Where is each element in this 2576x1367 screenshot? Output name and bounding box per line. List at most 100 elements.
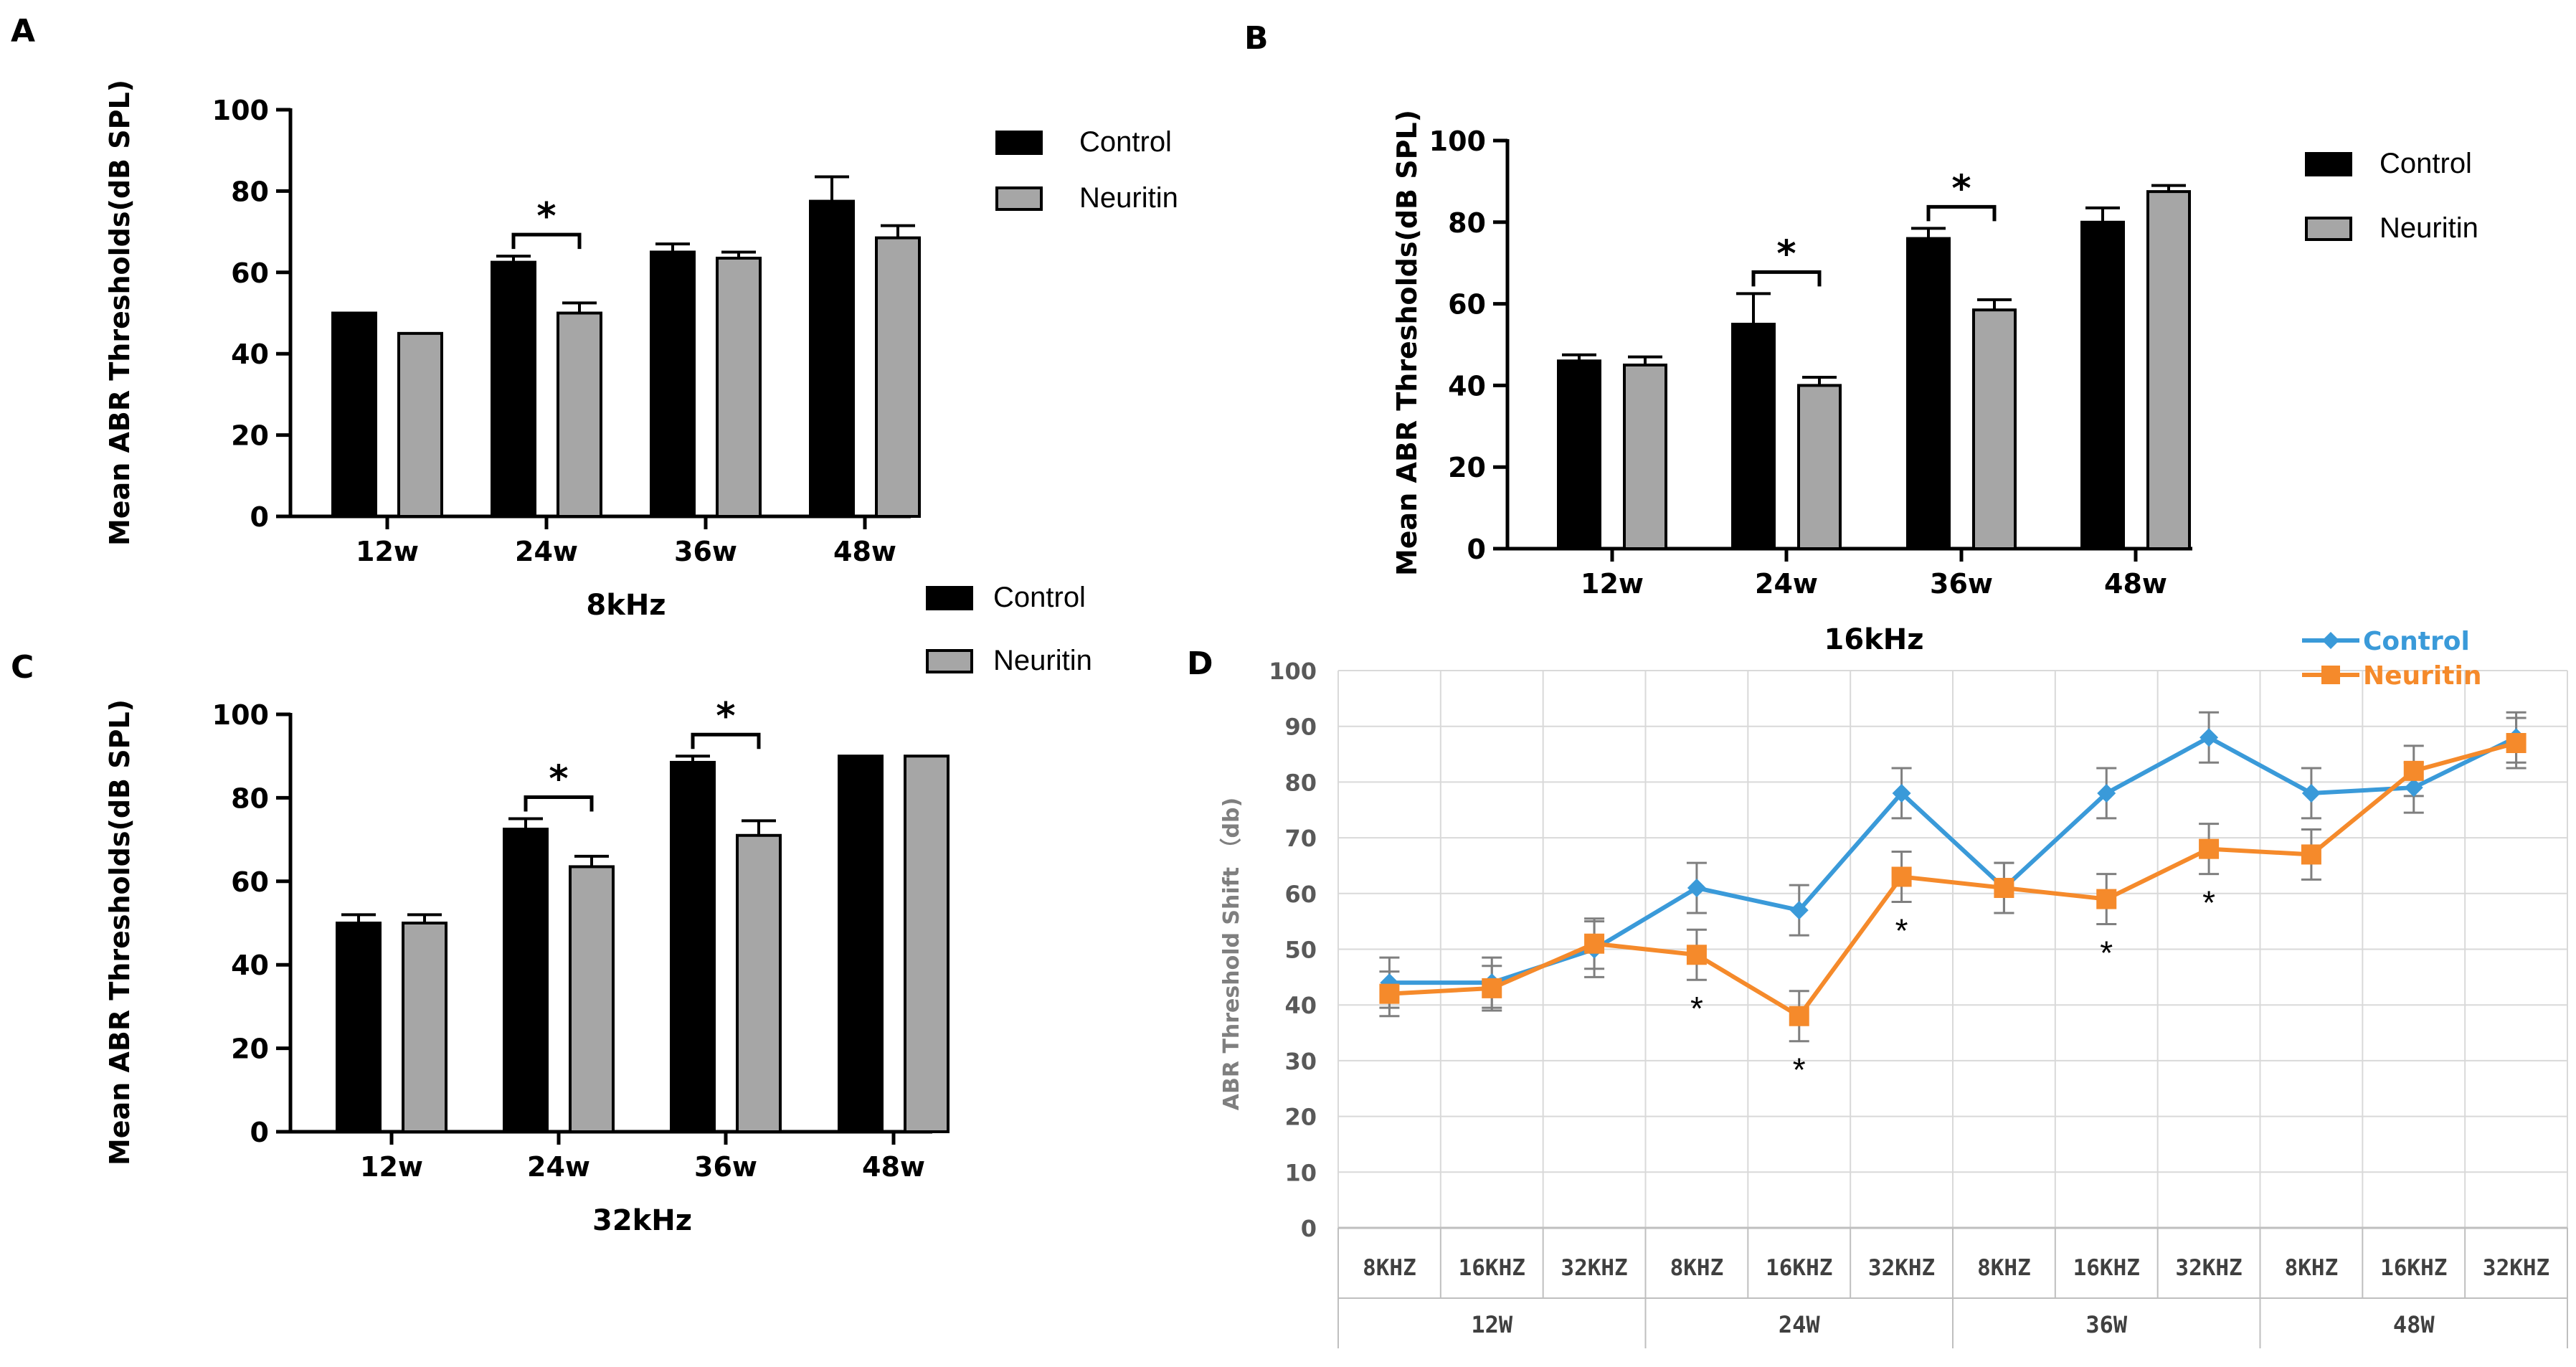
- y-tick-label: 80: [1284, 769, 1317, 796]
- neuritin-bar: [569, 865, 615, 1134]
- panel-d: D 0 10 20 30 40 50 60 70 80 90 100 8KHZ 16KHZ 32KHZ 8KH…: [1187, 627, 2568, 1348]
- significance-star: *: [536, 195, 556, 238]
- x-tick-label: 36w: [1930, 568, 1993, 600]
- legend-label: Control: [993, 582, 1086, 613]
- group-label: 12W: [1471, 1311, 1513, 1338]
- y-tick-label: 80: [231, 176, 269, 207]
- x-tick-label: 32KHZ: [1561, 1255, 1627, 1281]
- control-bar: [1731, 323, 1776, 550]
- panel-label: A: [11, 13, 35, 49]
- neuritin-bar: [736, 833, 782, 1134]
- significance-star: *: [716, 695, 735, 738]
- significance-star: *: [1793, 1051, 1806, 1089]
- x-tick-label: 24w: [527, 1151, 590, 1183]
- control-bar: [650, 250, 696, 518]
- y-tick-label: 0: [250, 1117, 269, 1148]
- neuritin-bar: [716, 256, 762, 518]
- x-tick-label: 8KHZ: [1363, 1255, 1416, 1281]
- y-tick-label: 70: [1284, 825, 1317, 852]
- neuritin-point: [1686, 945, 1707, 965]
- x-tick-label: 12w: [360, 1151, 423, 1183]
- y-tick-label: 100: [212, 699, 269, 731]
- neuritin-bar: [1797, 384, 1842, 551]
- control-point: [2097, 783, 2116, 803]
- neuritin-bar: [904, 755, 950, 1133]
- control-point: [2404, 778, 2423, 798]
- neuritin-point: [2199, 838, 2220, 859]
- control-bar: [491, 260, 536, 518]
- legend-swatch: [926, 586, 973, 610]
- y-axis-title: ABR Threshold Shift （db): [1219, 798, 1244, 1110]
- x-tick-label: 32KHZ: [2175, 1255, 2242, 1281]
- significance-star: *: [1895, 912, 1908, 949]
- neuritin-point: [2506, 733, 2527, 754]
- significance-star: *: [2202, 884, 2215, 922]
- y-tick-label: 40: [231, 950, 269, 981]
- y-tick-label: 20: [231, 1033, 269, 1065]
- y-tick-label: 80: [231, 782, 269, 814]
- x-tick-label: 12w: [1581, 568, 1644, 600]
- control-bar: [838, 755, 884, 1133]
- x-tick-label: 32KHZ: [2483, 1255, 2549, 1281]
- panel-a: A 0 20 40 60 80 100 12w 24w 36w 48w * Mean ABR Thres…: [11, 13, 1178, 622]
- x-tick-label: 12w: [356, 536, 419, 567]
- y-axis-title: Mean ABR Thresholds(dB SPL): [1391, 110, 1423, 576]
- neuritin-bar: [2146, 190, 2191, 550]
- x-axis-title: 32kHz: [592, 1204, 692, 1237]
- x-tick-label: 24w: [1755, 568, 1818, 600]
- y-tick-label: 40: [231, 339, 269, 370]
- neuritin-point: [1379, 983, 1400, 1004]
- neuritin-point: [1789, 1006, 1809, 1026]
- x-tick-label: 16KHZ: [2380, 1255, 2447, 1281]
- legend-label: Neuritin: [2363, 661, 2481, 691]
- y-tick-label: 0: [1301, 1215, 1317, 1242]
- x-tick-label: 48w: [862, 1151, 925, 1183]
- neuritin-bar: [875, 236, 921, 518]
- legend-label: Neuritin: [993, 645, 1092, 676]
- y-tick-label: 40: [1284, 992, 1317, 1019]
- neuritin-point: [2403, 760, 2424, 781]
- control-point: [2301, 783, 2321, 803]
- legend-label: Control: [2380, 148, 2472, 179]
- control-line: [1389, 734, 2517, 985]
- y-tick-label: 100: [1429, 126, 1486, 157]
- x-tick-label: 8KHZ: [1670, 1255, 1724, 1281]
- y-tick-label: 20: [1448, 452, 1486, 483]
- significance-bracket: [511, 232, 582, 250]
- legend-marker: [2322, 632, 2339, 649]
- group-label: 36W: [2085, 1311, 2128, 1338]
- legend-swatch: [926, 649, 973, 673]
- y-tick-label: 10: [1284, 1159, 1317, 1186]
- control-bar: [1557, 359, 1601, 550]
- legend-swatch: [995, 186, 1043, 211]
- neuritin-line: [1389, 741, 2517, 1019]
- significance-bracket: [691, 732, 761, 749]
- control-point: [1687, 879, 1706, 898]
- significance-star: *: [1776, 232, 1796, 275]
- y-axis-title: Mean ABR Thresholds(dB SPL): [104, 80, 136, 546]
- y-tick-label: 40: [1448, 370, 1486, 402]
- significance-star: *: [2100, 935, 2113, 972]
- x-tick-label: 36w: [694, 1151, 757, 1183]
- significance-star: *: [549, 758, 568, 801]
- significance-star: *: [1951, 167, 1971, 210]
- y-tick-label: 60: [231, 257, 269, 289]
- neuritin-point: [2096, 889, 2117, 909]
- significance-star: *: [1690, 990, 1703, 1027]
- neuritin-bar: [397, 331, 443, 518]
- y-tick-label: 100: [212, 95, 269, 126]
- legend-swatch: [2305, 217, 2352, 241]
- x-tick-label: 48w: [2104, 568, 2167, 600]
- control-bar: [331, 311, 377, 518]
- group-label: 24W: [1779, 1311, 1821, 1338]
- x-tick-label: 16KHZ: [2073, 1255, 2140, 1281]
- legend-swatch: [995, 131, 1043, 155]
- y-tick-label: 60: [231, 866, 269, 898]
- y-tick-label: 60: [1448, 289, 1486, 321]
- control-bar: [2080, 220, 2125, 550]
- legend-label: Control: [2363, 627, 2470, 656]
- neuritin-point: [1994, 878, 2014, 899]
- y-tick-label: 20: [1284, 1104, 1317, 1131]
- y-tick-label: 80: [1448, 207, 1486, 239]
